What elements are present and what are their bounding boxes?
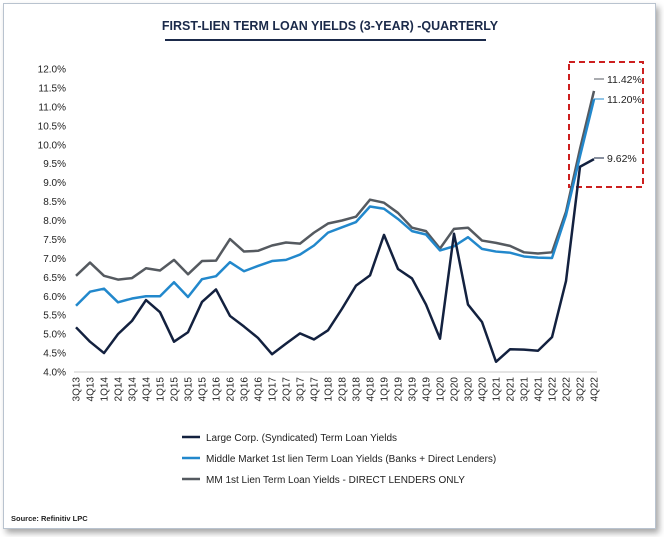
y-tick-label: 9.0% [43,178,66,189]
legend: Large Corp. (Syndicated) Term Loan Yield… [182,433,496,486]
y-tick-label: 7.0% [43,254,66,265]
highlight-box [568,61,644,188]
y-tick-label: 11.0% [38,102,66,113]
series-line-large-corp [75,158,595,364]
series-line-direct-lenders [75,90,596,281]
y-tick-label: 11.5% [38,83,66,94]
x-tick-label: 2Q17 [282,377,293,402]
x-tick-label: 2Q16 [226,377,237,402]
annotation-direct-lenders: 11.42% [607,74,642,86]
x-tick-label: 3Q13 [72,377,83,402]
x-tick-label: 3Q15 [184,377,195,402]
x-tick-label: 2Q14 [114,377,125,402]
x-tick-label: 3Q19 [408,377,419,402]
series-line-middle-market [75,99,596,307]
annotation-middle-market: 11.20% [607,94,642,106]
x-tick-label: 4Q14 [142,377,153,402]
y-tick-label: 8.5% [43,197,66,208]
x-tick-label: 3Q17 [296,377,307,402]
x-tick-label: 4Q13 [86,377,97,402]
x-tick-label: 2Q15 [170,377,181,402]
legend-label-direct-lenders: MM 1st Lien Term Loan Yields - DIRECT LE… [206,475,465,486]
legend-label-middle-market: Middle Market 1st lien Term Loan Yields … [206,454,496,465]
x-tick-label: 3Q14 [128,377,139,402]
y-tick-label: 10.0% [38,140,66,151]
x-tick-label: 1Q16 [212,377,223,402]
x-tick-label: 3Q22 [576,377,587,402]
x-tick-label: 3Q18 [352,377,363,402]
x-tick-label: 2Q21 [506,377,517,402]
x-tick-label: 1Q15 [156,377,167,402]
x-tick-label: 4Q15 [198,377,209,402]
x-tick-label: 4Q17 [310,377,321,402]
annotation-large-corp: 9.62% [607,153,637,165]
x-tick-label: 2Q20 [450,377,461,402]
x-tick-label: 2Q19 [394,377,405,402]
chart-title: FIRST-LIEN TERM LOAN YIELDS (3-YEAR) -QU… [162,19,499,33]
x-tick-label: 4Q21 [534,377,545,402]
x-tick-label: 4Q16 [254,377,265,402]
y-tick-label: 6.5% [43,273,66,284]
x-tick-label: 4Q19 [422,377,433,402]
y-tick-label: 4.0% [43,368,66,379]
x-tick-label: 1Q21 [492,377,503,402]
chart-frame: FIRST-LIEN TERM LOAN YIELDS (3-YEAR) -QU… [3,3,656,529]
x-tick-label: 3Q21 [520,377,531,402]
x-tick-label: 1Q22 [548,377,559,402]
x-tick-label: 1Q20 [436,377,447,402]
x-tick-label: 1Q14 [100,377,111,402]
y-tick-label: 8.0% [43,216,66,227]
y-tick-label: 7.5% [43,235,66,246]
x-tick-label: 3Q16 [240,377,251,402]
y-tick-label: 5.5% [43,311,66,322]
x-tick-label: 4Q20 [478,377,489,402]
y-tick-label: 10.5% [38,121,66,132]
x-tick-label: 4Q18 [366,377,377,402]
x-tick-label: 1Q18 [324,377,335,402]
y-tick-label: 4.5% [43,349,66,360]
y-tick-label: 9.5% [43,159,66,170]
y-tick-label: 6.0% [43,292,66,303]
x-tick-label: 4Q22 [590,377,601,402]
source-note: Source: Refinitiv LPC [11,514,88,523]
x-tick-label: 2Q18 [338,377,349,402]
line-chart: FIRST-LIEN TERM LOAN YIELDS (3-YEAR) -QU… [11,19,644,523]
x-tick-label: 3Q20 [464,377,475,402]
y-tick-label: 12.0% [38,65,66,76]
legend-label-large-corp: Large Corp. (Syndicated) Term Loan Yield… [206,433,397,444]
y-tick-label: 5.0% [43,330,66,341]
x-tick-label: 1Q17 [268,377,279,402]
x-tick-label: 2Q22 [562,377,573,402]
x-tick-label: 1Q19 [380,377,391,402]
